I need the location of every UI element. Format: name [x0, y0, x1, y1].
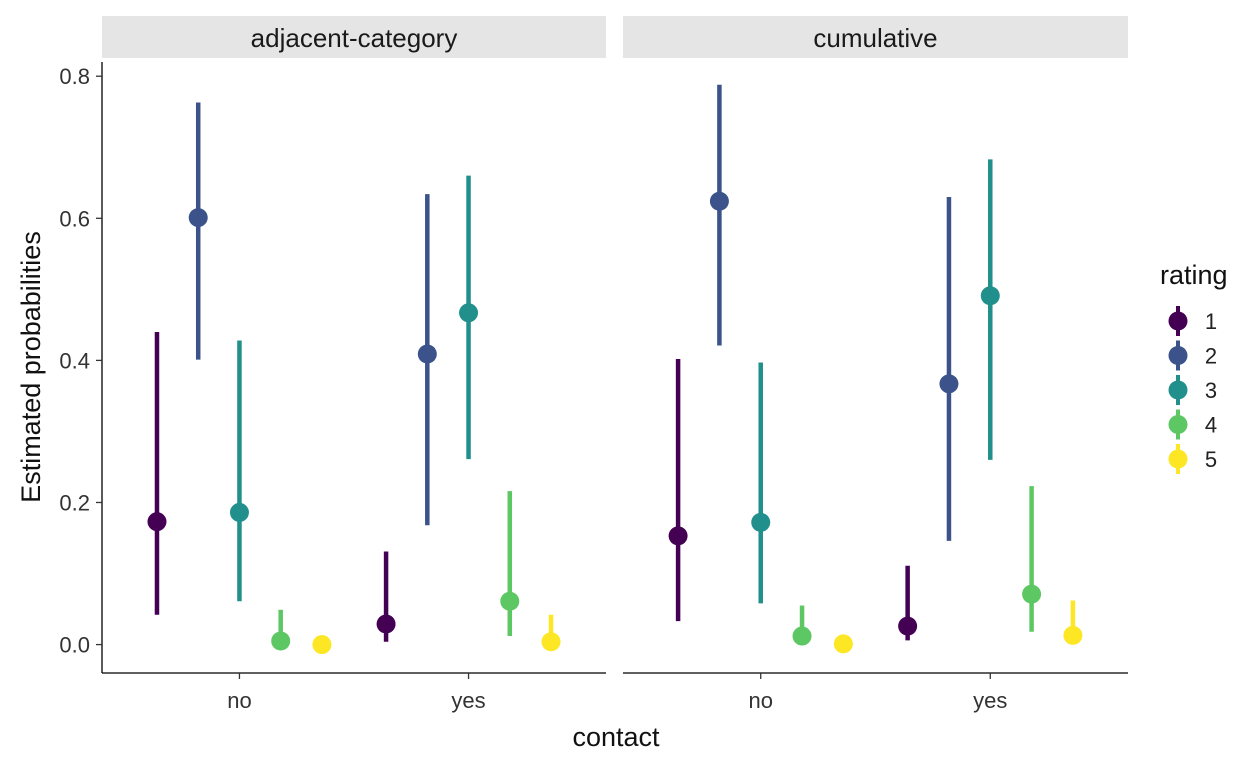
legend-label: 5 — [1205, 447, 1217, 472]
series-4 — [271, 491, 520, 651]
data-point — [229, 502, 249, 522]
facet-strip-label: adjacent-category — [251, 23, 458, 53]
legend-label: 4 — [1205, 413, 1217, 438]
y-axis-title: Estimated probabilities — [16, 231, 46, 503]
data-point — [500, 591, 520, 611]
series-4 — [792, 486, 1042, 646]
y-tick-label: 0.6 — [59, 206, 90, 231]
x-tick-label: yes — [451, 688, 485, 713]
legend-item: 2 — [1168, 340, 1217, 371]
legend-label: 1 — [1205, 309, 1217, 334]
data-point — [376, 614, 396, 634]
data-point — [939, 374, 959, 394]
legend-label: 3 — [1205, 378, 1217, 403]
legend: rating 1 2 3 4 5 — [1160, 260, 1228, 474]
legend-item: 3 — [1168, 375, 1217, 405]
legend-item: 5 — [1168, 444, 1217, 474]
x-tick-label: yes — [973, 688, 1007, 713]
x-axis-title: contact — [572, 722, 660, 752]
data-point — [417, 344, 437, 364]
facet-panel: cumulative no yes — [623, 16, 1128, 713]
data-point — [147, 512, 167, 532]
x-tick-label: no — [748, 688, 772, 713]
data-point — [980, 286, 1000, 306]
legend-label: 2 — [1205, 344, 1217, 369]
legend-key-point — [1168, 311, 1188, 331]
data-point — [1022, 584, 1042, 604]
legend-key-point — [1168, 346, 1188, 365]
data-point — [188, 208, 208, 228]
y-tick-label: 0.0 — [59, 633, 90, 658]
series-1 — [668, 358, 918, 641]
data-point — [1063, 625, 1083, 645]
data-point — [898, 616, 918, 636]
legend-title: rating — [1160, 260, 1228, 290]
y-tick-label: 0.2 — [59, 490, 90, 515]
series-1 — [147, 331, 396, 642]
data-point — [459, 303, 479, 323]
data-point — [709, 191, 729, 211]
legend-key-point — [1168, 380, 1188, 400]
legend-key-point — [1168, 415, 1188, 434]
series-3 — [751, 159, 1000, 604]
series-2 — [188, 102, 437, 526]
series-5 — [833, 600, 1083, 654]
facet-strip-label: cumulative — [813, 23, 937, 53]
facet-strip — [102, 16, 606, 58]
legend-key-point — [1168, 449, 1188, 469]
facet-panel: adjacent-category no yes — [102, 16, 606, 713]
y-tick-label: 0.8 — [59, 64, 90, 89]
legend-item: 4 — [1168, 409, 1217, 440]
series-2 — [709, 84, 959, 541]
data-point — [271, 631, 291, 651]
series-3 — [229, 175, 479, 602]
series-5 — [312, 614, 561, 655]
facet-strip — [623, 16, 1128, 58]
y-axis: 0.0 0.2 0.4 0.6 0.8 — [59, 62, 103, 673]
facet-panels: adjacent-category no yes cumulative no yes — [102, 16, 1128, 713]
legend-item: 1 — [1168, 306, 1217, 336]
data-point — [751, 512, 771, 532]
y-tick-label: 0.4 — [59, 348, 90, 373]
data-point — [312, 635, 332, 655]
data-point — [792, 626, 812, 646]
x-tick-label: no — [227, 688, 251, 713]
data-point — [668, 526, 688, 546]
data-point — [833, 634, 853, 654]
data-point — [541, 632, 561, 652]
